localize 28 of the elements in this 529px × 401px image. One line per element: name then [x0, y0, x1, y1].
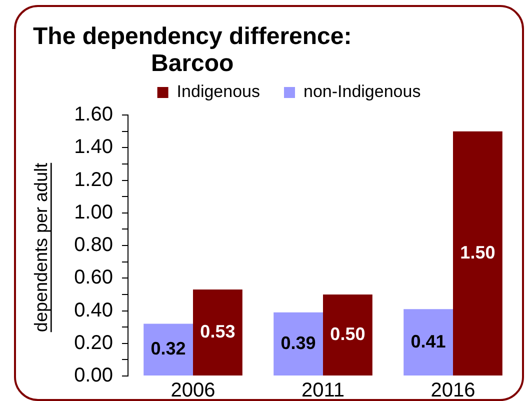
data-label: 0.41: [410, 331, 446, 352]
y-tick-label: 0.60: [74, 266, 113, 289]
bar: [274, 312, 323, 376]
chart-title: The dependency difference: Barcoo: [33, 23, 352, 77]
data-label: 0.53: [200, 321, 236, 342]
y-axis-title: dependents per adult: [31, 162, 51, 332]
x-tick-label: 2006: [170, 380, 216, 401]
legend-label: Indigenous: [176, 82, 260, 102]
y-tick-label: 0.00: [74, 364, 113, 387]
bar: [404, 309, 453, 376]
y-tick-label: 1.00: [74, 201, 113, 224]
data-label: 1.50: [460, 242, 496, 262]
y-tick-label: 0.40: [74, 299, 113, 322]
data-label: 0.39: [280, 332, 316, 353]
y-tick-label: 0.20: [74, 332, 113, 354]
data-label: 0.32: [150, 338, 186, 359]
bar: [144, 324, 193, 376]
data-label: 0.50: [330, 324, 366, 344]
bar: [193, 290, 242, 376]
bar: [323, 294, 372, 376]
bar: [453, 131, 502, 376]
x-tick-label: 2011: [301, 380, 345, 401]
y-tick-label: 1.40: [74, 136, 113, 158]
y-tick-label: 1.60: [74, 104, 113, 126]
y-tick-label: 1.20: [74, 168, 113, 191]
y-tick-label: 0.80: [74, 234, 113, 256]
x-tick-label: 2016: [430, 380, 476, 401]
legend-label: non-Indigenous: [303, 82, 421, 102]
